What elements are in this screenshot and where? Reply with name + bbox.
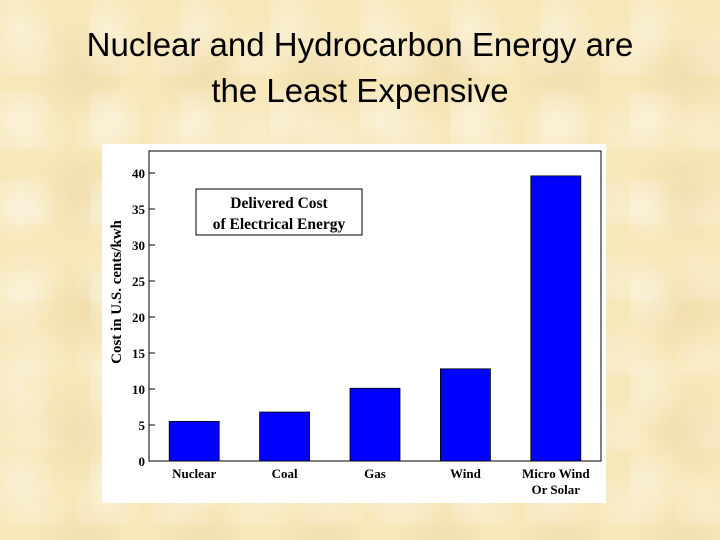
- bar-3: [439, 368, 491, 462]
- y-tick-label-40: 40: [132, 166, 145, 181]
- y-tick-label-0: 0: [139, 454, 146, 469]
- x-tick-label-0: Nuclear: [172, 466, 216, 481]
- x-tick-label-2: Gas: [364, 466, 386, 481]
- bar-1: [259, 411, 311, 462]
- y-tick-label-35: 35: [132, 202, 146, 217]
- y-tick-label-5: 5: [139, 418, 146, 433]
- chart-title-line-1: Delivered Cost: [230, 195, 328, 212]
- y-tick-label-20: 20: [132, 310, 145, 325]
- bar-4: [530, 175, 582, 462]
- x-tick-label-1: Coal: [272, 466, 298, 481]
- y-axis-label: Cost in U.S. cents/kwh: [109, 219, 125, 363]
- bar-chart: 0 5 10 15 20 25 30 35 40 Nuclear Coal Gas Wind Micro…: [109, 150, 602, 497]
- x-tick-label-4-1: Or Solar: [532, 482, 581, 497]
- chart-container: 0 5 10 15 20 25 30 35 40 Nuclear Coal Gas Wind Micro…: [102, 144, 606, 503]
- chart-title-border: [195, 188, 363, 236]
- slide-title: Nuclear and Hydrocarbon Energy are the L…: [0, 22, 720, 114]
- x-tick-label-4-0: Micro Wind: [522, 466, 590, 481]
- y-tick-label-30: 30: [132, 238, 145, 253]
- slide-title-line-2: the Least Expensive: [211, 72, 509, 109]
- bars: [168, 175, 582, 462]
- bar-0: [168, 420, 220, 462]
- y-tick-label-10: 10: [132, 382, 145, 397]
- x-tick-label-3: Wind: [450, 466, 482, 481]
- slide-title-line-1: Nuclear and Hydrocarbon Energy are: [86, 26, 634, 63]
- chart-title-line-2: of Electrical Energy: [213, 216, 346, 233]
- y-tick-label-25: 25: [132, 274, 146, 289]
- bar-2: [349, 387, 401, 462]
- y-tick-label-15: 15: [132, 346, 146, 361]
- chart-title-box: Delivered Cost of Electrical Energy: [195, 188, 363, 236]
- y-axis: 0 5 10 15 20 25 30 35 40: [132, 166, 155, 469]
